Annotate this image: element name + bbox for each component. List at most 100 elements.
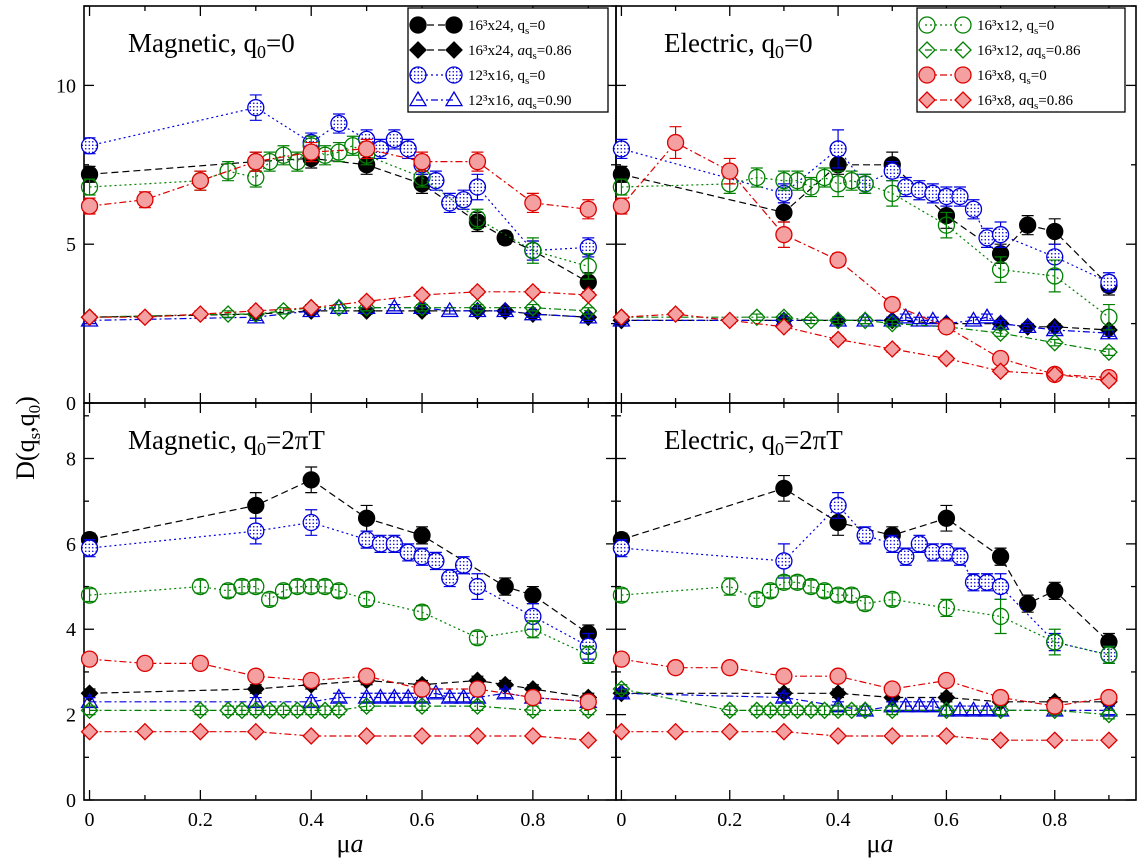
legend-marker [918, 41, 936, 59]
data-point [524, 620, 542, 638]
data-point [991, 314, 1010, 330]
data-point [829, 701, 848, 720]
legend-entry: 16³x24, qs=0 [409, 16, 545, 37]
data-point [330, 582, 348, 600]
data-point [413, 286, 431, 304]
series-b_q0 [612, 474, 1118, 652]
series-u_q0 [612, 129, 1118, 293]
data-point [357, 509, 376, 527]
data-point [260, 701, 279, 720]
data-point [829, 175, 847, 193]
series-r_q0 [612, 126, 1118, 387]
error-bar [805, 579, 817, 594]
data-point [288, 701, 307, 720]
data-point [842, 586, 861, 604]
data-point [883, 535, 901, 553]
legend-entry: 16³x12, qs=0 [918, 16, 1054, 37]
error-bar [832, 170, 845, 198]
series-line [89, 585, 589, 656]
data-point [329, 701, 348, 720]
data-point [468, 178, 487, 196]
error-bar [332, 583, 345, 598]
y-tick-label: 0 [66, 393, 76, 415]
data-point [468, 152, 487, 171]
data-point [991, 577, 1010, 596]
series-line [89, 705, 589, 712]
error-bar [886, 592, 899, 607]
data-point [136, 308, 154, 327]
error-bar [332, 141, 345, 163]
data-point [1045, 333, 1064, 352]
data-point [247, 152, 265, 171]
series-u_q0 [80, 94, 597, 261]
error-bar [402, 692, 415, 703]
error-bar [750, 167, 763, 188]
x-axis-label-left: μa [337, 829, 364, 858]
series-line [621, 581, 1110, 656]
data-point [1099, 323, 1119, 340]
data-point [1019, 216, 1037, 234]
error-bar [416, 605, 429, 620]
data-point [897, 548, 915, 566]
data-point [468, 577, 487, 596]
y-tick-label: 6 [66, 534, 76, 556]
data-point [747, 308, 766, 327]
data-point [829, 727, 848, 745]
data-point [579, 286, 598, 304]
error-bar [818, 167, 831, 188]
data-point [191, 701, 210, 720]
data-point [302, 671, 320, 690]
error-bar [235, 579, 248, 594]
x-tick-label: 0.2 [717, 809, 742, 831]
x-tick-label: 0.2 [188, 809, 213, 831]
legend-marker [954, 16, 972, 34]
series-line [89, 658, 589, 703]
y-tick-label: 8 [66, 448, 76, 470]
legend-entry: 16³x24, aqs=0.86 [409, 41, 572, 62]
data-point [991, 607, 1010, 626]
data-point [191, 722, 210, 741]
data-point [856, 701, 875, 717]
x-axis-label-right: μa [867, 829, 894, 858]
data-point [1046, 222, 1064, 241]
y-tick-label: 10 [56, 75, 76, 97]
panel-title: Magnetic, q0=0 [128, 28, 295, 62]
data-point [950, 701, 970, 717]
series-line [89, 291, 589, 318]
data-point [774, 722, 793, 741]
data-point [937, 671, 956, 690]
series-r_q86 [612, 722, 1118, 750]
data-point [80, 308, 99, 327]
data-point [413, 526, 431, 544]
error-bar [360, 592, 373, 607]
data-point [937, 216, 956, 234]
series-u_q0 [612, 492, 1118, 664]
data-point [260, 590, 279, 609]
data-point [883, 184, 901, 203]
data-point [524, 586, 542, 604]
data-point [991, 548, 1010, 566]
data-point [413, 603, 431, 621]
data-point [357, 140, 376, 158]
series-line [621, 148, 1110, 283]
error-bar [222, 310, 235, 318]
data-point [385, 130, 403, 149]
data-point [413, 727, 431, 745]
data-point [937, 727, 956, 745]
series-g_q0 [612, 167, 1118, 331]
data-point [1099, 371, 1118, 390]
legend-label: 16³x12, aqs=0.86 [977, 43, 1081, 62]
x-tick-label: 0.8 [1042, 809, 1067, 831]
series-u_q90 [80, 683, 598, 709]
series-g_q86 [612, 308, 1118, 362]
data-point [136, 191, 154, 209]
data-point [612, 683, 631, 700]
data-point [977, 701, 997, 717]
data-point [454, 556, 473, 574]
data-point [136, 722, 154, 741]
data-point [357, 590, 376, 609]
data-point [524, 241, 542, 260]
data-point [316, 577, 334, 596]
data-point [666, 133, 685, 152]
data-point [426, 683, 446, 700]
